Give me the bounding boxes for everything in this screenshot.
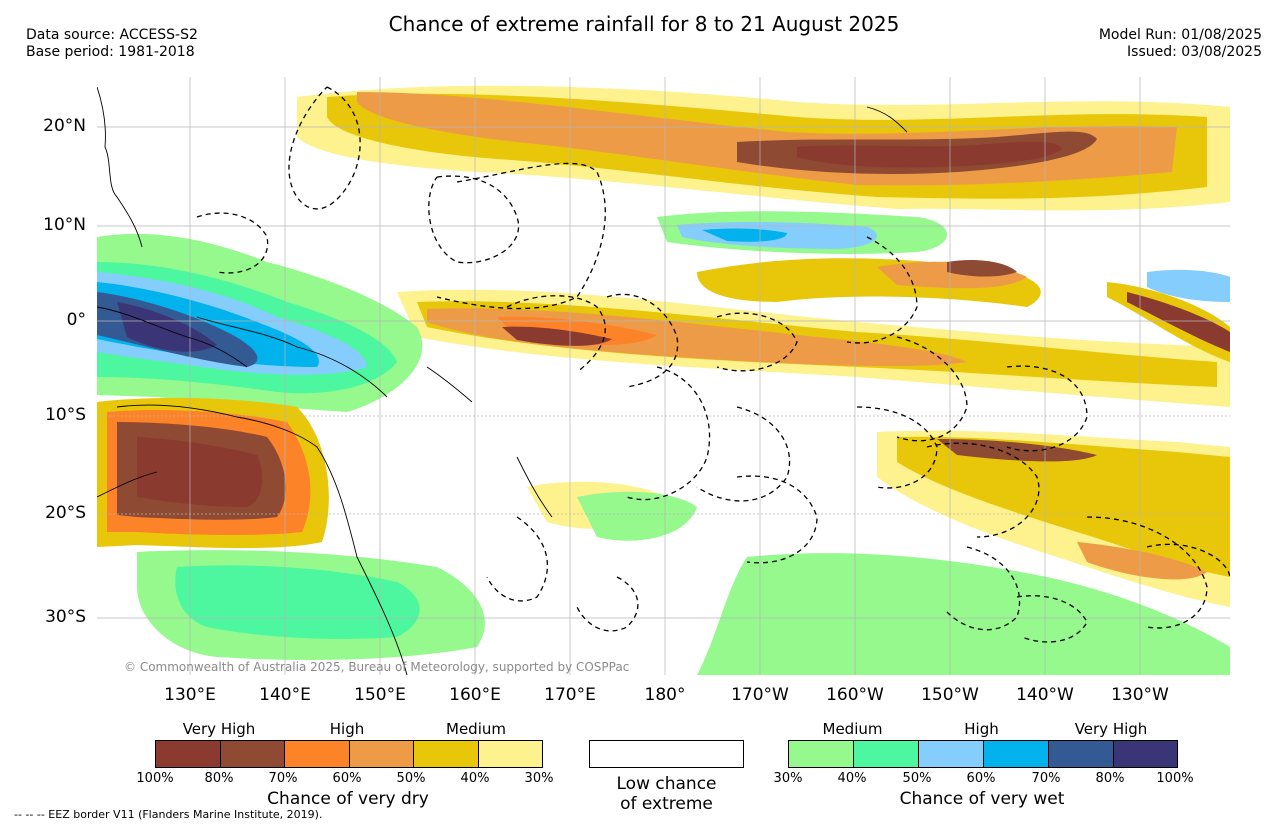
legend-dry-swatch-6 <box>479 741 542 767</box>
legend-dry-swatch-1 <box>156 741 221 767</box>
lon-label-180: 180° <box>644 685 686 705</box>
wet-southern-region <box>137 491 1230 675</box>
lat-label-10s: 10°S <box>45 405 86 425</box>
legend-neutral-line1: Low chance <box>616 774 717 794</box>
lon-label-140e: 140°E <box>259 685 311 705</box>
legend-wet-tick-60: 60% <box>966 771 996 786</box>
lon-label-160e: 160°E <box>449 685 501 705</box>
coastlines <box>97 86 908 675</box>
legend-dry-swatch-5 <box>414 741 479 767</box>
legend-dry-swatch-2 <box>221 741 285 767</box>
lat-label-20n: 20°N <box>43 116 86 136</box>
legend-wet-tick-40: 40% <box>837 771 867 786</box>
eez-footnote: -- -- -- EEZ border V11 (Flanders Marine… <box>14 808 323 821</box>
model-run-info: Model Run: 01/08/2025 Issued: 03/08/2025 <box>1099 27 1262 61</box>
legend-wet-tick-70: 70% <box>1031 771 1061 786</box>
data-source-info: Data source: ACCESS-S2 Base period: 1981… <box>26 27 198 61</box>
legend-wet-tick-80: 80% <box>1095 771 1125 786</box>
legend-dry-tick-30: 30% <box>524 771 554 786</box>
legend-wet: Medium High Very High 30% 40% 50% 60% 70… <box>774 720 1194 810</box>
legend-dry-title: Chance of very dry <box>267 789 429 809</box>
copyright-notice: © Commonwealth of Australia 2025, Bureau… <box>124 660 630 674</box>
legend-wet-medium: Medium <box>822 720 883 738</box>
legend-neutral-line2: of extreme <box>620 794 713 814</box>
legend-neutral-swatch <box>590 741 743 767</box>
wet-maritime-continent <box>97 233 423 412</box>
legend-wet-high: High <box>964 720 999 738</box>
graticule <box>97 77 1230 675</box>
wet-band-north-equatorial <box>657 211 1230 302</box>
legend-wet-colorbar <box>788 740 1178 768</box>
legend-dry-colorbar <box>155 740 543 768</box>
lon-label-170e: 170°E <box>544 685 596 705</box>
legend-dry-tick-80: 80% <box>204 771 234 786</box>
legend-neutral-swatch-box <box>589 740 744 768</box>
legend-dry-tick-50: 50% <box>396 771 426 786</box>
legend-wet-tick-100: 100% <box>1156 771 1194 786</box>
data-source: Data source: ACCESS-S2 <box>26 27 198 43</box>
lon-label-150e: 150°E <box>354 685 406 705</box>
legend-wet-very-high: Very High <box>1074 720 1148 738</box>
legend-dry: Very High High Medium 100% 80% 70% 60% 5… <box>136 720 553 810</box>
lon-label-140w: 140°W <box>1016 685 1074 705</box>
legend-wet-swatch-6 <box>1114 741 1177 767</box>
dry-band-equatorial <box>397 258 1230 407</box>
issued-date: Issued: 03/08/2025 <box>1127 44 1262 60</box>
legend-dry-swatch-3 <box>285 741 350 767</box>
lat-label-10n: 10°N <box>43 215 86 235</box>
legend-wet-tick-50: 50% <box>902 771 932 786</box>
legend-dry-tick-100: 100% <box>136 771 174 786</box>
lon-label-150w: 150°W <box>921 685 979 705</box>
legend-dry-tick-60: 60% <box>332 771 362 786</box>
dry-band-north-pacific <box>297 85 1230 211</box>
lon-label-130w: 130°W <box>1111 685 1169 705</box>
legend-dry-high: High <box>329 720 365 738</box>
legend-dry-very-high: Very High <box>182 720 256 738</box>
lon-label-170w: 170°W <box>731 685 789 705</box>
legend-wet-title: Chance of very wet <box>899 789 1065 809</box>
legend-dry-medium: Medium <box>446 720 506 738</box>
legend-wet-swatch-4 <box>984 741 1049 767</box>
legend-dry-swatch-4 <box>350 741 414 767</box>
lon-label-160w: 160°W <box>826 685 884 705</box>
dry-band-south-east <box>527 430 1230 607</box>
lat-label-20s: 20°S <box>45 503 86 523</box>
legend-neutral-label: Low chance of extreme <box>589 774 744 814</box>
lat-label-equator: 0° <box>66 310 86 330</box>
legend-wet-swatch-5 <box>1049 741 1114 767</box>
map-title: Chance of extreme rainfall for 8 to 21 A… <box>388 12 900 36</box>
eez-borders <box>196 86 1230 643</box>
legend-dry-tick-70: 70% <box>268 771 298 786</box>
lat-label-30s: 30°S <box>45 607 86 627</box>
legend-wet-swatch-1 <box>789 741 854 767</box>
map-layers <box>97 77 1230 675</box>
base-period: Base period: 1981-2018 <box>26 44 195 60</box>
model-run: Model Run: 01/08/2025 <box>1098 27 1262 43</box>
legend-wet-swatch-3 <box>919 741 984 767</box>
lon-label-130e: 130°E <box>164 685 216 705</box>
rainfall-map <box>97 77 1230 675</box>
legend-dry-tick-40: 40% <box>460 771 490 786</box>
legend-wet-tick-30: 30% <box>773 771 803 786</box>
legend-wet-swatch-2 <box>854 741 919 767</box>
legend-neutral: Low chance of extreme <box>589 740 744 820</box>
dry-northern-australia <box>97 397 329 549</box>
